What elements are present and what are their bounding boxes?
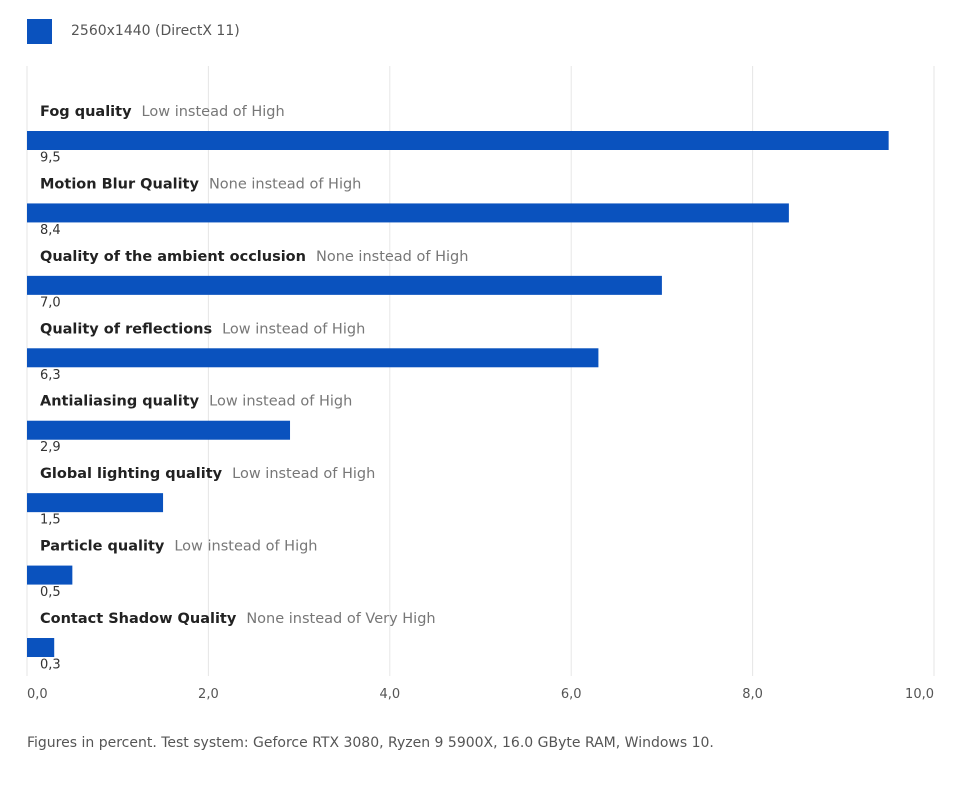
category-detail: Low instead of High — [174, 539, 317, 555]
bar — [27, 493, 164, 513]
category-detail: Low instead of High — [209, 394, 352, 410]
category-name: Antialiasing quality — [40, 394, 200, 410]
bar-value-label: 9,5 — [40, 151, 61, 166]
category-detail: None instead of High — [316, 249, 468, 265]
category-detail: Low instead of High — [232, 466, 375, 482]
category-detail: None instead of Very High — [246, 611, 435, 627]
category-label: Antialiasing quality Low instead of High — [40, 394, 352, 410]
x-tick-label: 6,0 — [561, 687, 582, 702]
category-name: Quality of the ambient occlusion — [40, 249, 306, 265]
bar-chart: Fog quality Low instead of High 9,5 Motion … — [26, 66, 935, 702]
category-label: Quality of the ambient occlusion None ins… — [40, 249, 468, 265]
bar — [27, 565, 73, 585]
bar — [27, 203, 789, 223]
bar-value-label: 8,4 — [40, 223, 61, 238]
category-label: Particle quality Low instead of High — [40, 539, 318, 555]
x-tick-label: 8,0 — [742, 687, 763, 702]
category-name: Fog quality — [40, 104, 132, 120]
x-tick-label: 10,0 — [905, 687, 934, 702]
legend: 2560x1440 (DirectX 11) — [27, 18, 240, 44]
category-label: Motion Blur Quality None instead of High — [40, 176, 361, 192]
bar-value-label: 0,5 — [40, 585, 61, 600]
category-label: Fog quality Low instead of High — [40, 104, 285, 120]
bar-value-label: 2,9 — [40, 440, 61, 455]
bar — [27, 420, 291, 440]
category-detail: Low instead of High — [142, 104, 285, 120]
bar — [27, 275, 662, 295]
bar-value-label: 7,0 — [40, 295, 61, 310]
bar-value-label: 0,3 — [40, 658, 61, 673]
category-name: Global lighting quality — [40, 466, 223, 482]
x-tick-label: 4,0 — [379, 687, 400, 702]
legend-label: 2560x1440 (DirectX 11) — [71, 23, 240, 39]
footnote: Figures in percent. Test system: Geforce… — [27, 735, 714, 751]
category-label: Global lighting quality Low instead of Hi… — [40, 466, 375, 482]
bar-value-label: 6,3 — [40, 368, 61, 383]
category-name: Contact Shadow Quality — [40, 611, 237, 627]
category-label: Contact Shadow Quality None instead of Ve… — [40, 611, 436, 627]
category-label: Quality of reflections Low instead of Hig… — [40, 321, 365, 337]
category-name: Particle quality — [40, 539, 165, 555]
bar — [27, 131, 889, 150]
category-detail: Low instead of High — [222, 321, 365, 337]
category-name: Quality of reflections — [40, 321, 212, 337]
category-detail: None instead of High — [209, 176, 361, 192]
bar — [27, 348, 599, 368]
legend-swatch — [27, 18, 52, 44]
category-name: Motion Blur Quality — [40, 176, 199, 192]
bar-value-label: 1,5 — [40, 513, 61, 528]
x-tick-label: 2,0 — [198, 687, 219, 702]
bar — [27, 638, 55, 658]
x-tick-label: 0,0 — [27, 687, 48, 702]
